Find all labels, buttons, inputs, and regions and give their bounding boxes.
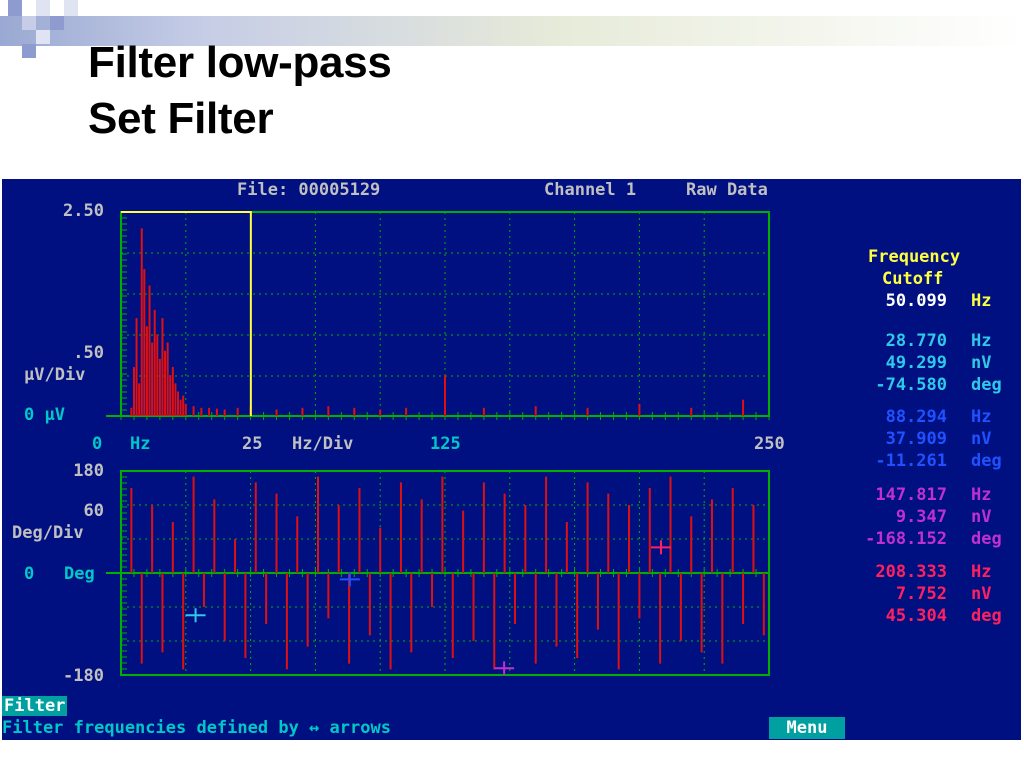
deco-square [22, 44, 36, 58]
freq-mid-label: 125 [430, 434, 461, 454]
cursor-phase-unit: deg [971, 606, 1002, 626]
menu-button[interactable]: Menu [769, 717, 845, 739]
cursor-amp-unit: nV [971, 429, 992, 449]
cutoff-line [121, 211, 252, 416]
cursor-amp-value: 49.299 [885, 353, 947, 373]
cursor-phase-value: -11.261 [875, 451, 947, 471]
deco-square [8, 0, 22, 16]
freq-max-label: 250 [754, 434, 785, 454]
deco-square [64, 0, 78, 16]
filter-mode-label: Filter [2, 696, 68, 716]
cursor-freq-value: 88.294 [885, 407, 947, 427]
cutoff-title-1: Frequency [868, 247, 961, 267]
freq-unit-label: Hz [130, 434, 151, 454]
cursor-amp-value: 9.347 [895, 507, 947, 527]
phase-ydiv-label: 60 [83, 501, 104, 521]
cursor-freq-value: 208.333 [875, 562, 947, 582]
amp-ymax-label: 2.50 [63, 201, 104, 221]
cursor-freq-value: 28.770 [885, 331, 947, 351]
freq-div-unit: Hz/Div [292, 434, 354, 454]
slide-title-line2: Set Filter [88, 94, 274, 143]
phase-yzero-label: 0 [24, 564, 35, 584]
amplitude-grid [106, 211, 770, 420]
deco-square [22, 16, 36, 30]
cursor-freq-unit: Hz [971, 331, 992, 351]
deco-square [50, 16, 64, 30]
phase-trace [130, 476, 765, 670]
phase-ymax-label: 180 [73, 461, 104, 481]
cursor-amp-value: 7.752 [895, 584, 947, 604]
status-message: Filter frequencies defined by ↔ arrows [2, 718, 391, 738]
deco-square [36, 0, 50, 16]
freq-div-value: 25 [242, 434, 263, 454]
cutoff-unit: Hz [971, 291, 992, 311]
cutoff-title-2: Cutoff [882, 269, 944, 289]
amp-yunit-label: µV/Div [24, 365, 86, 385]
deco-square [36, 30, 50, 44]
cursor-phase-value: 45.304 [885, 606, 947, 626]
title-band [0, 16, 1024, 46]
slide-title-line1: Filter low-pass [88, 38, 392, 87]
cursor-amp-unit: nV [971, 507, 992, 527]
cursor-freq-unit: Hz [971, 407, 992, 427]
cursor-freq-unit: Hz [971, 562, 992, 582]
cutoff-value: 50.099 [885, 291, 947, 311]
amp-yzero-label: 0 µV [24, 405, 65, 425]
cursor-amp-unit: nV [971, 353, 992, 373]
cursor-phase-value: -168.152 [865, 529, 947, 549]
phase-yunit-label: Deg/Div [12, 523, 84, 543]
cursor-amp-unit: nV [971, 584, 992, 604]
analyzer-screen: File: 00005129 Channel 1 Raw Data 2.50 .… [2, 179, 1021, 740]
amp-ydiv-label: .50 [73, 343, 104, 363]
cursor-phase-value: -74.580 [875, 375, 947, 395]
plot-canvas [106, 211, 770, 676]
cursor-markers [185, 540, 671, 676]
cursor-phase-unit: deg [971, 375, 1002, 395]
cutoff-marker [121, 211, 252, 416]
cursor-freq-value: 147.817 [875, 485, 947, 505]
phase-ymin-label: -180 [63, 666, 104, 686]
cursor-phase-unit: deg [971, 451, 1002, 471]
cursor-phase-unit: deg [971, 529, 1002, 549]
channel-label: Channel 1 [544, 180, 637, 200]
amplitude-trace [130, 228, 745, 416]
data-mode-label: Raw Data [686, 180, 768, 200]
file-label: File: 00005129 [237, 180, 381, 200]
freq-zero-label: 0 [92, 434, 103, 454]
cursor-amp-value: 37.909 [885, 429, 947, 449]
cursor-freq-unit: Hz [971, 485, 992, 505]
phase-yzero-unit: Deg [64, 564, 95, 584]
